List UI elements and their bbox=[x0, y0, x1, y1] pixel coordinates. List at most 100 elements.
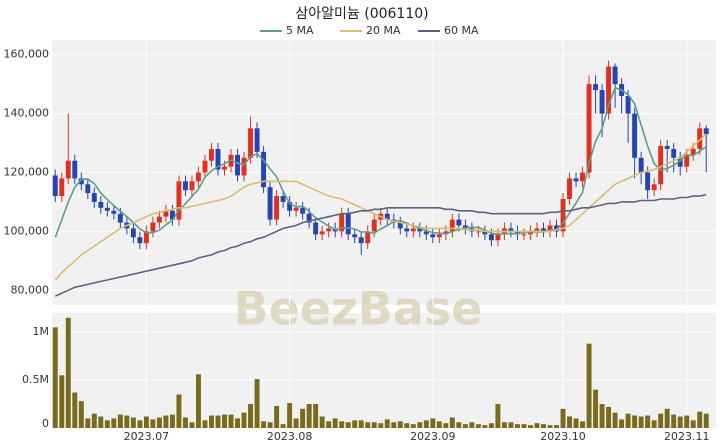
ma-line bbox=[54, 193, 707, 297]
volume-bar bbox=[143, 416, 149, 428]
x-tick-label: 2023.10 bbox=[540, 430, 586, 443]
volume-bar bbox=[612, 412, 618, 428]
candle-body bbox=[365, 231, 371, 244]
volume-bar bbox=[222, 414, 227, 428]
candle-body bbox=[222, 166, 227, 170]
candle-body bbox=[78, 178, 84, 185]
candle-body bbox=[541, 228, 546, 232]
y-tick-label: 0 bbox=[42, 417, 49, 430]
candle-body bbox=[182, 181, 188, 191]
volume-bar bbox=[580, 421, 586, 428]
volume-bar bbox=[176, 394, 182, 428]
volume-bar bbox=[326, 421, 332, 428]
volume-bar bbox=[436, 421, 442, 428]
volume-bar bbox=[156, 417, 162, 428]
volume-bar bbox=[215, 415, 221, 428]
volume-bar bbox=[209, 415, 214, 428]
candle-body bbox=[352, 234, 358, 238]
candle-body bbox=[215, 148, 221, 170]
volume-bar bbox=[319, 416, 325, 428]
volume-bar bbox=[65, 317, 71, 428]
y-tick-label: 120,000 bbox=[4, 166, 50, 179]
volume-bar bbox=[91, 413, 97, 428]
candle-body bbox=[697, 128, 703, 149]
candle-body bbox=[85, 184, 91, 194]
volume-bar bbox=[241, 412, 247, 428]
volume-bar bbox=[534, 423, 540, 428]
x-tick-label: 2023.07 bbox=[124, 430, 170, 443]
candle-body bbox=[261, 151, 267, 188]
y-tick-label: 140,000 bbox=[4, 107, 50, 120]
watermark: BeezBase bbox=[234, 282, 483, 336]
volume-bar bbox=[423, 420, 429, 428]
candle-body bbox=[195, 172, 201, 182]
volume-bar bbox=[697, 411, 703, 428]
candle-body bbox=[436, 234, 442, 238]
candle-body bbox=[514, 231, 520, 235]
volume-bar bbox=[332, 418, 338, 428]
volume-bar bbox=[593, 389, 599, 428]
volume-bar bbox=[248, 404, 254, 428]
candle-body bbox=[156, 216, 162, 223]
candle-body bbox=[345, 213, 351, 235]
volume-bar bbox=[228, 414, 234, 428]
volume-bar bbox=[130, 417, 136, 428]
candle-body bbox=[593, 84, 599, 91]
volume-bar bbox=[417, 422, 423, 428]
volume-bar bbox=[124, 415, 130, 428]
candle-body bbox=[495, 234, 501, 241]
volume-bar bbox=[163, 415, 169, 428]
candle-body bbox=[52, 175, 58, 197]
volume-bar bbox=[59, 375, 65, 428]
legend-label: 20 MA bbox=[366, 24, 401, 37]
candle-body bbox=[606, 66, 612, 114]
candle-body bbox=[254, 128, 260, 152]
volume-bar bbox=[287, 403, 293, 428]
volume-bar bbox=[195, 374, 201, 428]
y-tick-label: 80,000 bbox=[11, 283, 50, 296]
candle-body bbox=[241, 157, 247, 176]
candle-body bbox=[632, 113, 638, 158]
volume-bar bbox=[664, 408, 670, 428]
chart-title: 삼아알미늄 (006110) bbox=[295, 6, 428, 22]
volume-bar bbox=[111, 418, 117, 428]
candle-body bbox=[209, 148, 214, 161]
volume-bar bbox=[85, 418, 91, 428]
volume-bar bbox=[117, 414, 123, 428]
x-tick-label: 2023.09 bbox=[410, 430, 456, 443]
volume-bar bbox=[52, 327, 58, 428]
volume-bar bbox=[645, 415, 651, 428]
volume-bar bbox=[521, 424, 527, 428]
candle-body bbox=[98, 201, 104, 208]
volume-bar bbox=[371, 422, 377, 428]
y-tick-label: 1M bbox=[33, 325, 50, 338]
candle-body bbox=[384, 213, 390, 220]
candle-body bbox=[248, 128, 254, 158]
y-tick-label: 100,000 bbox=[4, 224, 50, 237]
volume-bar bbox=[547, 425, 553, 428]
volume-bar bbox=[313, 404, 319, 428]
candle-body bbox=[267, 187, 273, 220]
volume-bar bbox=[280, 424, 286, 428]
volume-bar bbox=[378, 423, 384, 428]
volume-bar bbox=[554, 425, 559, 428]
volume-bar bbox=[469, 422, 475, 428]
candle-body bbox=[658, 146, 664, 185]
volume-bar bbox=[541, 424, 546, 428]
candle-body bbox=[527, 231, 533, 235]
candle-body bbox=[456, 219, 462, 226]
candle-body bbox=[274, 196, 280, 220]
candle-body bbox=[482, 231, 488, 235]
x-tick-label: 2023.11 bbox=[664, 430, 710, 443]
candle-body bbox=[104, 207, 110, 211]
candle-body bbox=[319, 231, 325, 235]
candle-body bbox=[371, 219, 377, 232]
candle-body bbox=[664, 146, 670, 149]
candle-body bbox=[111, 210, 117, 214]
candle-body bbox=[573, 178, 579, 182]
volume-bar bbox=[430, 418, 436, 428]
candle-body bbox=[397, 222, 403, 229]
ma-line bbox=[54, 86, 707, 238]
candle-body bbox=[280, 196, 286, 202]
